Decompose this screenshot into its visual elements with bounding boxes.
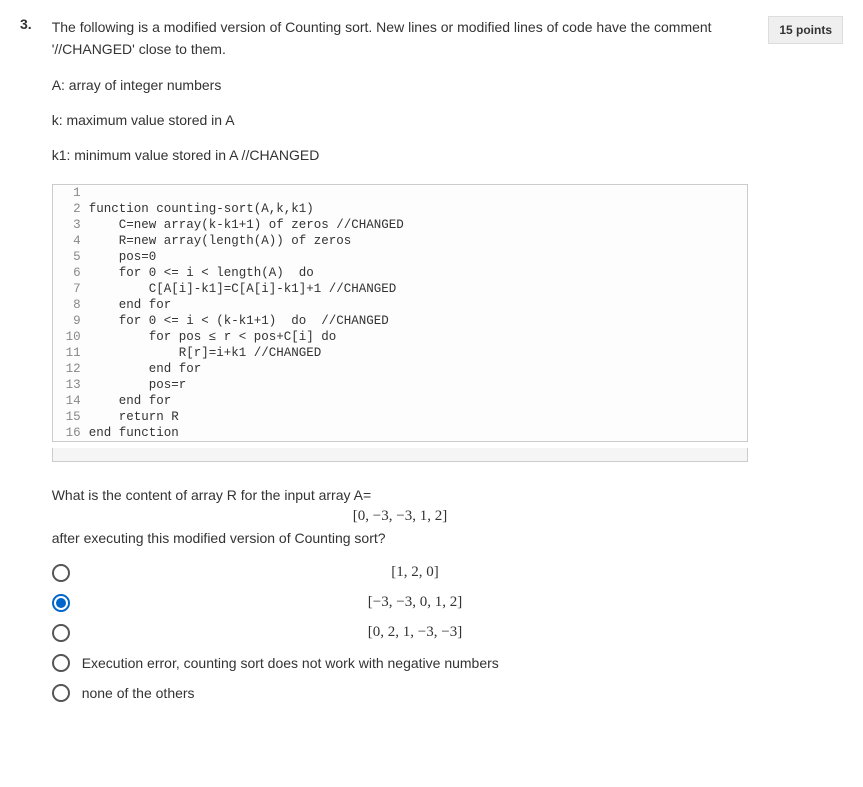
line-code: for pos ≤ r < pos+C[i] do <box>89 329 337 345</box>
line-code: end for <box>89 361 202 377</box>
question-body: The following is a modified version of C… <box>52 16 749 712</box>
line-code: R=new array(length(A)) of zeros <box>89 233 352 249</box>
line-code: end for <box>89 297 172 313</box>
line-number: 1 <box>53 185 89 201</box>
code-row: 9 for 0 <= i < (k-k1+1) do //CHANGED <box>53 313 748 329</box>
code-row: 6 for 0 <= i < length(A) do <box>53 265 748 281</box>
code-block: 12function counting-sort(A,k,k1)3 C=new … <box>52 184 749 442</box>
code-row: 16end function <box>53 425 748 441</box>
line-number: 8 <box>53 297 89 313</box>
line-code: R[r]=i+k1 //CHANGED <box>89 345 322 361</box>
line-code: return R <box>89 409 179 425</box>
prompt-section: What is the content of array R for the i… <box>52 484 749 550</box>
prompt-line-1: What is the content of array R for the i… <box>52 484 749 506</box>
line-number: 5 <box>53 249 89 265</box>
code-row: 4 R=new array(length(A)) of zeros <box>53 233 748 249</box>
option-row-1[interactable]: [−3, −3, 0, 1, 2] <box>52 592 749 614</box>
line-number: 14 <box>53 393 89 409</box>
radio-button[interactable] <box>52 564 70 582</box>
question-intro: The following is a modified version of C… <box>52 16 749 61</box>
line-number: 16 <box>53 425 89 441</box>
line-number: 7 <box>53 281 89 297</box>
param-k: k: maximum value stored in A <box>52 110 749 131</box>
radio-button[interactable] <box>52 594 70 612</box>
code-scrollbar-track <box>52 448 749 462</box>
option-row-3[interactable]: Execution error, counting sort does not … <box>52 652 749 674</box>
option-label: Execution error, counting sort does not … <box>82 655 749 671</box>
code-row: 15 return R <box>53 409 748 425</box>
code-row: 1 <box>53 185 748 201</box>
options-group: [1, 2, 0] [−3, −3, 0, 1, 2] [0, 2, 1, −3, … <box>52 562 749 704</box>
line-number: 15 <box>53 409 89 425</box>
points-badge: 15 points <box>768 16 843 44</box>
code-row: 7 C[A[i]-k1]=C[A[i]-k1]+1 //CHANGED <box>53 281 748 297</box>
code-row: 10 for pos ≤ r < pos+C[i] do <box>53 329 748 345</box>
code-row: 13 pos=r <box>53 377 748 393</box>
radio-button[interactable] <box>52 684 70 702</box>
param-k1: k1: minimum value stored in A //CHANGED <box>52 145 749 166</box>
radio-button[interactable] <box>52 654 70 672</box>
line-code: end for <box>89 393 172 409</box>
line-number: 12 <box>53 361 89 377</box>
code-row: 12 end for <box>53 361 748 377</box>
question-number: 3. <box>20 16 32 32</box>
line-number: 4 <box>53 233 89 249</box>
line-code: function counting-sort(A,k,k1) <box>89 201 314 217</box>
param-a: A: array of integer numbers <box>52 75 749 96</box>
option-label: none of the others <box>82 685 749 701</box>
code-row: 8 end for <box>53 297 748 313</box>
option-label: [0, 2, 1, −3, −3] <box>82 624 749 641</box>
option-label: [1, 2, 0] <box>82 564 749 581</box>
line-number: 9 <box>53 313 89 329</box>
question-header: 3. The following is a modified version o… <box>20 16 843 712</box>
line-number: 6 <box>53 265 89 281</box>
radio-button[interactable] <box>52 624 70 642</box>
line-code: end function <box>89 425 179 441</box>
line-code: for 0 <= i < length(A) do <box>89 265 314 281</box>
line-code: C[A[i]-k1]=C[A[i]-k1]+1 //CHANGED <box>89 281 397 297</box>
option-label: [−3, −3, 0, 1, 2] <box>82 594 749 611</box>
option-row-2[interactable]: [0, 2, 1, −3, −3] <box>52 622 749 644</box>
line-number: 13 <box>53 377 89 393</box>
code-row: 5 pos=0 <box>53 249 748 265</box>
code-row: 2function counting-sort(A,k,k1) <box>53 201 748 217</box>
line-number: 2 <box>53 201 89 217</box>
code-row: 3 C=new array(k-k1+1) of zeros //CHANGED <box>53 217 748 233</box>
option-row-4[interactable]: none of the others <box>52 682 749 704</box>
line-number: 3 <box>53 217 89 233</box>
line-code: pos=r <box>89 377 187 393</box>
prompt-line-2: after executing this modified version of… <box>52 527 749 549</box>
line-code: pos=0 <box>89 249 157 265</box>
line-number: 11 <box>53 345 89 361</box>
line-code: C=new array(k-k1+1) of zeros //CHANGED <box>89 217 404 233</box>
option-row-0[interactable]: [1, 2, 0] <box>52 562 749 584</box>
code-row: 11 R[r]=i+k1 //CHANGED <box>53 345 748 361</box>
prompt-array: [0, −3, −3, 1, 2] <box>52 508 749 525</box>
line-number: 10 <box>53 329 89 345</box>
line-code: for 0 <= i < (k-k1+1) do //CHANGED <box>89 313 389 329</box>
code-row: 14 end for <box>53 393 748 409</box>
